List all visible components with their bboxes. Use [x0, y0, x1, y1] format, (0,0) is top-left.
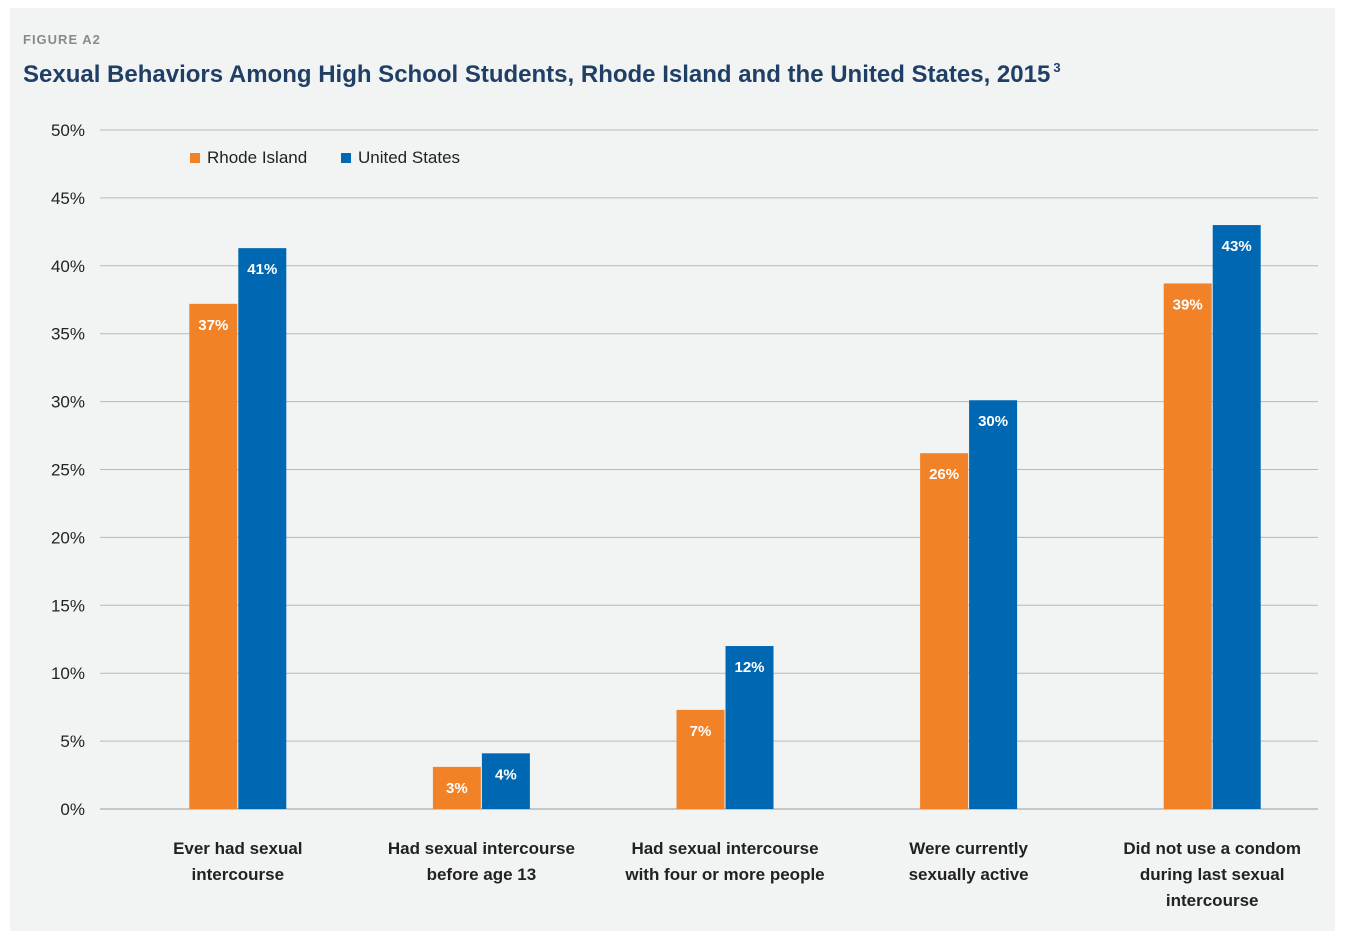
y-tick-label: 10%	[51, 664, 85, 683]
legend-label-rhode-island: Rhode Island	[207, 148, 308, 167]
y-tick-label: 25%	[51, 461, 85, 480]
chart-title: Sexual Behaviors Among High School Stude…	[23, 60, 1061, 89]
data-label-united-states: 41%	[247, 261, 277, 278]
bar-rhode-island	[1163, 283, 1212, 810]
x-category-label-line: during last sexual	[1139, 865, 1285, 884]
chart-title-text: Sexual Behaviors Among High School Stude…	[23, 61, 1051, 88]
legend-item-rhode-island: Rhode Island	[190, 148, 307, 168]
bar-rhode-island	[920, 453, 969, 809]
legend-swatch-rhode-island	[190, 153, 200, 163]
x-category-label-line: Ever had sexual	[173, 839, 303, 858]
bar-united-states	[1212, 225, 1261, 809]
figure-label: FIGURE A2	[23, 32, 101, 47]
data-label-united-states: 4%	[495, 766, 517, 783]
legend-item-united-states: United States	[341, 148, 460, 168]
legend-swatch-united-states	[341, 153, 351, 163]
data-label-rhode-island: 26%	[929, 466, 959, 483]
data-label-rhode-island: 3%	[446, 780, 468, 797]
y-tick-label: 0%	[60, 800, 85, 819]
bar-united-states	[481, 753, 530, 809]
x-category-label-line: Were currently	[909, 839, 1028, 858]
data-label-united-states: 43%	[1222, 238, 1252, 255]
y-tick-label: 15%	[51, 596, 85, 615]
bar-united-states	[969, 400, 1018, 809]
bar-united-states	[725, 646, 774, 809]
y-tick-label: 35%	[51, 325, 85, 344]
data-label-rhode-island: 7%	[690, 723, 712, 740]
data-label-united-states: 30%	[978, 413, 1008, 430]
y-tick-label: 45%	[51, 189, 85, 208]
y-tick-label: 5%	[60, 732, 85, 751]
data-label-united-states: 12%	[734, 659, 764, 676]
bar-rhode-island	[676, 709, 725, 809]
x-category-label-line: intercourse	[1165, 891, 1259, 910]
title-footnote: 3	[1053, 60, 1061, 75]
bar-united-states	[238, 248, 287, 809]
x-category-label-line: with four or more people	[625, 865, 825, 884]
x-category-label-line: Had sexual intercourse	[631, 839, 819, 858]
x-category-label: Had sexual intercourse before age 13	[361, 836, 601, 888]
data-label-rhode-island: 37%	[198, 317, 228, 334]
bar-rhode-island	[432, 766, 481, 809]
y-tick-label: 30%	[51, 393, 85, 412]
x-category-label: Ever had sexual intercourse	[118, 836, 358, 888]
x-category-label-line: sexually active	[908, 865, 1029, 884]
x-category-label-line: before age 13	[426, 865, 537, 884]
y-tick-label: 20%	[51, 528, 85, 547]
y-tick-label: 40%	[51, 257, 85, 276]
x-category-label-line: Had sexual intercourse	[387, 839, 575, 858]
x-category-label: Were currently sexually active	[849, 836, 1089, 888]
x-category-label: Had sexual intercourse with four or more …	[605, 836, 845, 888]
y-tick-label: 50%	[51, 121, 85, 140]
bar-rhode-island	[189, 303, 238, 809]
x-category-label: Did not use a condom during last sexual in…	[1092, 836, 1332, 914]
x-category-label-line: intercourse	[191, 865, 285, 884]
x-category-label-line: Did not use a condom	[1123, 839, 1301, 858]
legend-label-united-states: United States	[358, 148, 461, 167]
data-label-rhode-island: 39%	[1173, 296, 1203, 313]
